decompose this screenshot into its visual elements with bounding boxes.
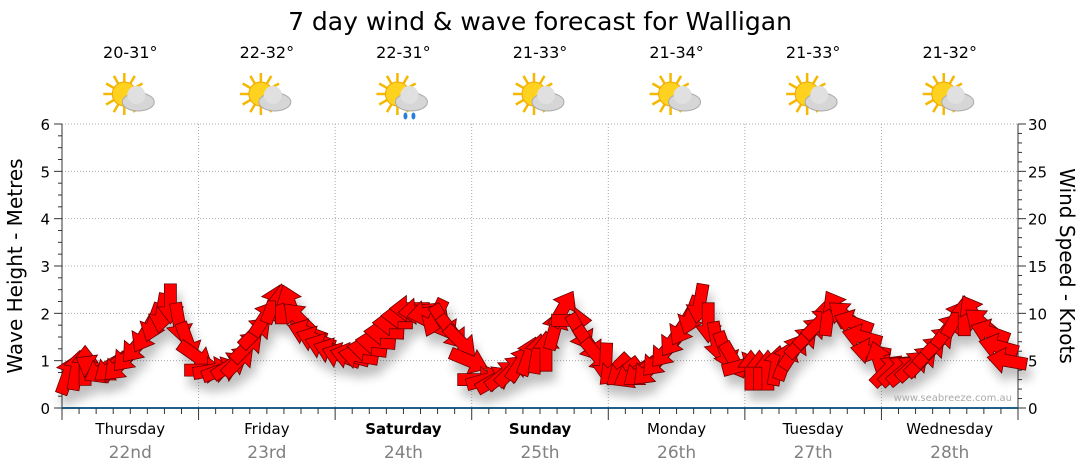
day-temp-range: 22-32° [240, 43, 295, 62]
day-temp-range: 21-33° [786, 43, 841, 62]
wind-arrow [833, 308, 875, 336]
sun-ray [651, 98, 661, 106]
sun-ray [249, 103, 256, 113]
sun-ray [658, 103, 666, 113]
wind-arrow [978, 332, 1020, 360]
day-date: 26th [657, 443, 696, 463]
day-date: 27th [794, 443, 833, 463]
day-temp-range: 20-31° [103, 43, 158, 62]
sun-ray [932, 75, 939, 85]
sun-ray [385, 103, 393, 113]
sun-ray [795, 103, 803, 113]
rain-drop [403, 112, 408, 120]
partly-cloudy-icon [786, 73, 838, 115]
day-date: 24th [384, 443, 423, 463]
chart-title: 7 day wind & wave forecast for Walligan [288, 7, 792, 36]
sun-ray [924, 82, 934, 90]
day-name: Saturday [365, 420, 442, 438]
sun-ray [538, 75, 546, 85]
y-tick-label: 6 [40, 116, 50, 134]
sun-ray [788, 82, 798, 90]
showers-icon [376, 73, 428, 120]
sun-ray [658, 75, 666, 85]
day-temp-range: 22-31° [376, 43, 431, 62]
day-date: 28th [930, 443, 969, 463]
cloud-puff [263, 86, 282, 104]
sun-ray [515, 98, 525, 106]
sun-ray [105, 82, 115, 90]
sun-ray [378, 82, 388, 90]
sun-ray [522, 75, 530, 85]
partly-cloudy-icon [239, 73, 292, 115]
wind-arrow [447, 346, 489, 375]
sun-ray [242, 98, 252, 106]
sun-ray [812, 75, 819, 85]
day-temp-range: 21-32° [922, 43, 977, 62]
sun-ray [129, 75, 136, 85]
watermark: www.seabreeze.com.au [894, 393, 1012, 404]
sun-ray [112, 75, 120, 85]
day-date: 25th [520, 443, 559, 463]
cloud-puff [127, 86, 146, 104]
wind-arrow [986, 346, 1029, 374]
cloud-puff [673, 86, 692, 104]
wind-arrow [970, 318, 1012, 346]
sun-ray [105, 98, 115, 106]
day-name: Friday [244, 420, 290, 438]
sun-ray [932, 103, 939, 113]
partly-cloudy-icon [103, 73, 155, 115]
sun-ray [651, 82, 661, 90]
y-tick-label: 3 [40, 258, 50, 276]
day-temp-range: 21-33° [513, 43, 568, 62]
y-tick-label: 1 [40, 353, 50, 371]
day-name: Tuesday [782, 420, 844, 438]
partly-cloudy-icon [922, 73, 975, 115]
sun-ray [522, 103, 530, 113]
partly-cloudy-icon [513, 73, 565, 115]
sun-ray [265, 75, 273, 85]
day-temp-range: 21-34° [649, 43, 704, 62]
y-tick-label: 2 [40, 305, 50, 323]
cloud-puff [537, 86, 555, 104]
y2-tick-label: 15 [1028, 258, 1047, 276]
sun-ray [242, 82, 252, 90]
sun-ray [795, 75, 803, 85]
y-axis-label: Wave Height - Metres [3, 158, 27, 373]
day-date: 22nd [109, 443, 152, 463]
y2-axis-label: Wind Speed - Knots [1055, 168, 1079, 364]
cloud-puff [946, 86, 965, 104]
y2-tick-label: 0 [1028, 400, 1038, 418]
day-name: Monday [647, 420, 706, 438]
y-tick-label: 0 [40, 400, 50, 418]
y2-tick-label: 5 [1028, 353, 1038, 371]
y-tick-label: 5 [40, 163, 50, 181]
sun-ray [515, 82, 525, 90]
sun-ray [402, 75, 410, 85]
y2-tick-label: 10 [1028, 305, 1047, 323]
sun-ray [948, 75, 956, 85]
y2-tick-label: 20 [1028, 211, 1047, 229]
cloud-puff [400, 86, 419, 104]
sun-ray [112, 103, 120, 113]
cloud-puff [810, 86, 829, 104]
day-name: Wednesday [906, 420, 993, 438]
rain-drop [411, 112, 416, 120]
sun-ray [385, 75, 393, 85]
day-name: Thursday [94, 420, 165, 438]
day-date: 23rd [247, 443, 286, 463]
sun-ray [924, 98, 934, 106]
day-name: Sunday [509, 420, 572, 438]
y2-tick-label: 25 [1028, 163, 1047, 181]
y2-tick-label: 30 [1028, 116, 1047, 134]
sun-ray [378, 98, 388, 106]
sun-ray [249, 75, 256, 85]
sun-ray [788, 98, 798, 106]
partly-cloudy-icon [649, 73, 702, 115]
y-tick-label: 4 [40, 211, 50, 229]
sun-ray [675, 75, 683, 85]
